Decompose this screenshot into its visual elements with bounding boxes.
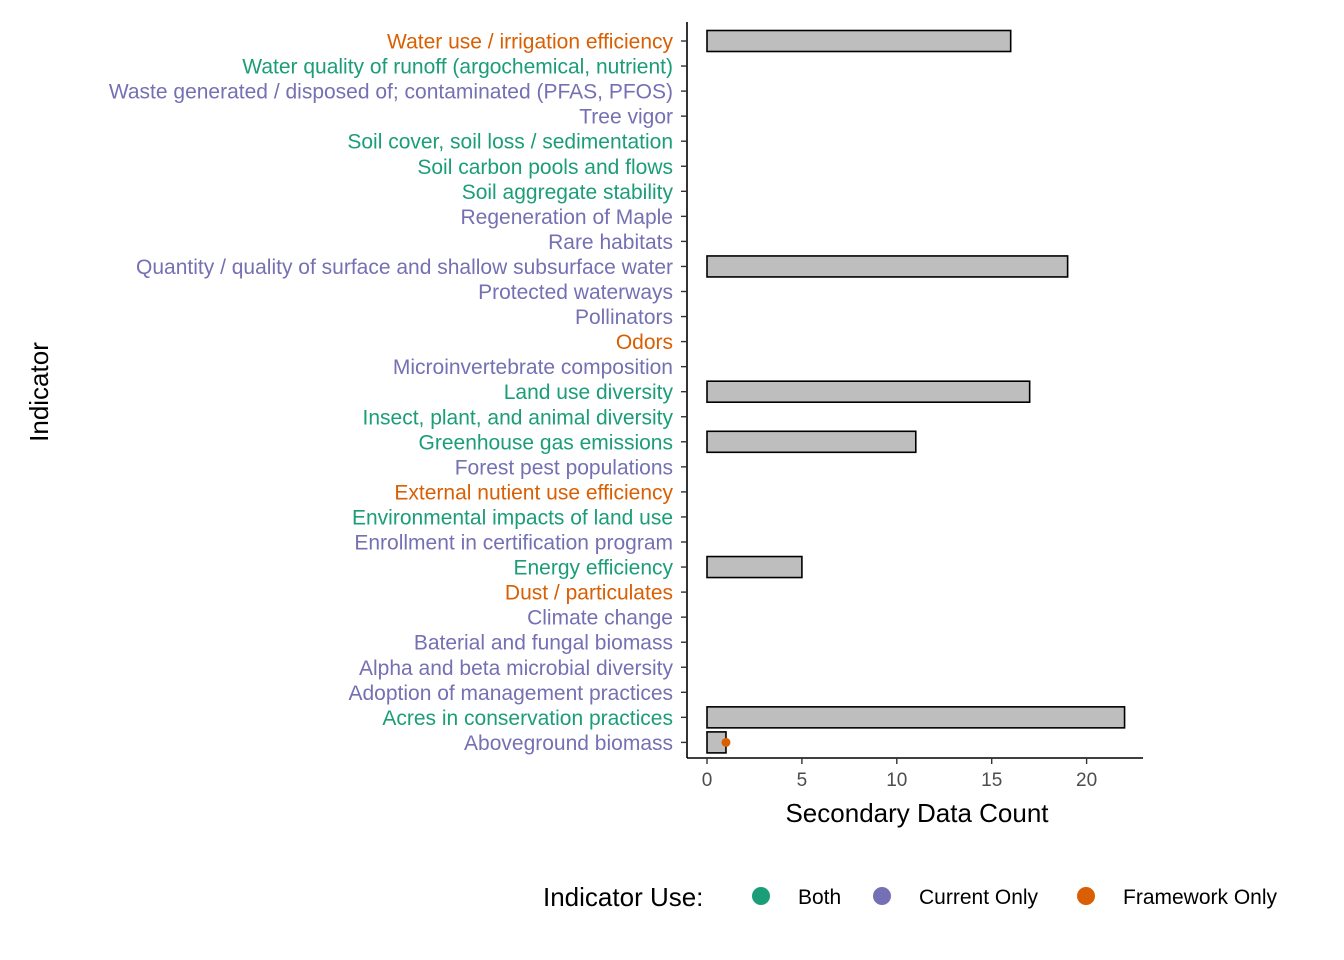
y-tick-label: Quantity / quality of surface and shallo…	[136, 256, 673, 279]
x-axis-title: Secondary Data Count	[785, 798, 1049, 828]
bar-water-use-irrigation-efficiency	[706, 29, 1012, 53]
legend-key-framework	[1077, 887, 1095, 905]
y-tick-label: Protected waterways	[478, 281, 673, 304]
y-tick-label: Land use diversity	[504, 381, 674, 404]
y-tick-label: Dust / particulates	[505, 582, 673, 605]
y-tick-label: Soil cover, soil loss / sedimentation	[347, 131, 673, 154]
legend-key-both	[752, 887, 770, 905]
y-tick-label: Insect, plant, and animal diversity	[363, 406, 674, 429]
y-tick-label: Alpha and beta microbial diversity	[359, 657, 673, 680]
bar-greenhouse-gas-emissions	[706, 430, 917, 454]
y-tick-label: Regeneration of Maple	[461, 206, 673, 229]
y-tick-label: Rare habitats	[548, 231, 673, 254]
y-axis-title: Indicator	[24, 342, 54, 442]
x-tick-label: 20	[1076, 770, 1097, 791]
x-tick-label: 0	[702, 770, 713, 791]
y-tick-label: Baterial and fungal biomass	[414, 632, 673, 655]
points-layer	[721, 737, 731, 747]
legend-label-both: Both	[798, 886, 841, 909]
y-tick-label: Pollinators	[575, 306, 673, 329]
x-tick-label: 15	[981, 770, 1002, 791]
point-aboveground-biomass	[721, 737, 731, 747]
y-tick-label: Waste generated / disposed of; contamina…	[109, 81, 673, 104]
y-tick-label: Adoption of management practices	[348, 682, 673, 705]
x-axis: 0 5 10 15 20	[687, 757, 1143, 791]
y-tick-label: Environmental impacts of land use	[352, 506, 673, 529]
y-tick-label: Energy efficiency	[513, 557, 673, 580]
y-tick-label: Microinvertebrate composition	[393, 356, 673, 379]
legend-key-current	[873, 887, 891, 905]
bar-acres-in-conservation-practices	[706, 706, 1126, 729]
bar-land-use-diversity	[706, 380, 1031, 404]
y-tick-label: Climate change	[527, 607, 673, 630]
x-tick-label: 5	[797, 770, 808, 791]
y-tick-label: Acres in conservation practices	[382, 707, 673, 730]
y-tick-label: Enrollment in certification program	[354, 532, 673, 555]
y-tick-label: Soil aggregate stability	[462, 181, 674, 204]
legend-label-current: Current Only	[919, 886, 1039, 909]
y-tick-label: Tree vigor	[579, 106, 673, 129]
bar-quantity-quality-of-surface-and-shallow-subsurface-water	[706, 255, 1069, 278]
bars-layer	[706, 29, 1126, 754]
legend: Indicator Use: Both Current Only Framework…	[543, 882, 1278, 912]
y-tick-label: Forest pest populations	[455, 456, 673, 479]
bar-energy-efficiency	[706, 555, 803, 579]
y-tick-label: Water quality of runoff (argochemical, n…	[242, 56, 673, 79]
y-tick-label: External nutient use efficiency	[394, 481, 673, 504]
y-tick-label: Aboveground biomass	[464, 732, 673, 755]
x-tick-label: 10	[886, 770, 907, 791]
y-tick-label: Soil carbon pools and flows	[417, 156, 673, 179]
y-tick-label: Water use / irrigation efficiency	[387, 31, 673, 54]
legend-label-framework: Framework Only	[1123, 886, 1278, 909]
y-tick-label: Greenhouse gas emissions	[419, 431, 673, 454]
y-tick-label: Odors	[616, 331, 673, 354]
legend-title: Indicator Use:	[543, 882, 703, 912]
